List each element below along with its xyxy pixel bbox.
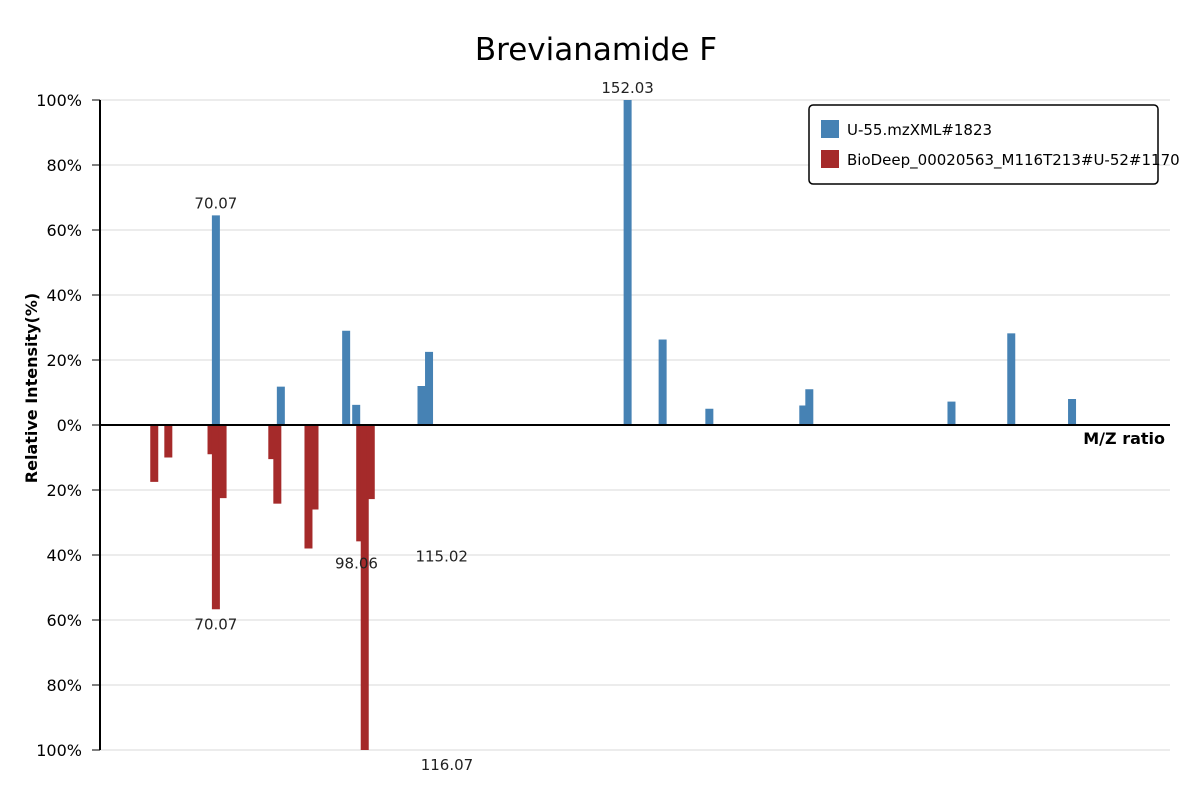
peak-bar-series-1	[211, 215, 220, 425]
peak-label-series-2: 115.02	[415, 547, 468, 565]
peak-bar-series-1	[1007, 333, 1016, 425]
peak-bar-series-1	[705, 408, 714, 425]
peak-bar-series-2	[207, 425, 216, 455]
y-tick-label: 100%	[36, 91, 82, 110]
peak-bar-series-1	[425, 351, 434, 425]
peak-bar-series-1	[658, 339, 667, 425]
peak-label-series-2: 116.07	[421, 756, 474, 774]
peak-bar-series-1	[1068, 399, 1077, 425]
peak-bar-series-2	[366, 425, 375, 500]
y-tick-label: 60%	[46, 611, 82, 630]
peak-label-series-2: 70.07	[194, 615, 237, 633]
y-tick-label: 0%	[57, 416, 82, 435]
legend: U-55.mzXML#1823 BioDeep_00020563_M116T21…	[808, 104, 1180, 185]
legend-box	[808, 104, 1159, 185]
peak-bar-series-1	[276, 386, 285, 425]
peak-bar-series-2	[360, 425, 369, 750]
peak-bar-series-2	[268, 425, 277, 460]
legend-swatch-series-1	[821, 120, 839, 138]
peak-bar-series-1	[799, 405, 808, 425]
chart-title: Brevianamide F	[475, 32, 717, 68]
y-tick-label: 40%	[46, 546, 82, 565]
peak-bar-series-2	[211, 425, 220, 610]
peak-label-series-1: 70.07	[194, 194, 237, 212]
peak-label-series-1: 152.03	[601, 79, 654, 97]
y-tick-label: 60%	[46, 221, 82, 240]
legend-label-series-2: BioDeep_00020563_M116T213#U-52#1170	[847, 151, 1180, 170]
labels-layer: 100% 80% 60% 40% 20% 0% 20% 40% 60% 80% 100% 70.07 1…	[36, 79, 654, 774]
peak-bar-series-2	[218, 425, 227, 499]
peak-bar-series-2	[150, 425, 159, 482]
peak-bar-series-1	[342, 330, 351, 425]
peak-bar-series-2	[356, 425, 365, 542]
peak-bar-series-1	[947, 401, 956, 425]
y-tick-label: 80%	[46, 676, 82, 695]
axes-layer	[99, 100, 1170, 750]
y-axis-title: Relative Intensity(%)	[22, 293, 41, 483]
y-tick-label: 80%	[46, 156, 82, 175]
x-axis-title: M/Z ratio	[1083, 429, 1165, 448]
peak-bar-series-2	[304, 425, 313, 549]
peak-bar-series-1	[352, 404, 361, 425]
peak-bar-series-2	[310, 425, 319, 510]
y-tick-label: 20%	[46, 481, 82, 500]
peak-bar-series-2	[164, 425, 173, 458]
bars-layer	[150, 100, 1077, 750]
peak-label-series-2: 98.06	[335, 555, 378, 573]
legend-label-series-1: U-55.mzXML#1823	[847, 121, 992, 139]
peak-bar-series-2	[273, 425, 282, 504]
y-tick-label: 40%	[46, 286, 82, 305]
legend-swatch-series-2	[821, 150, 839, 168]
y-tick-label: 20%	[46, 351, 82, 370]
peak-bar-series-1	[805, 389, 814, 425]
peak-bar-series-1	[417, 386, 426, 425]
y-tick-label: 100%	[36, 741, 82, 760]
peak-bar-series-1	[623, 100, 632, 425]
